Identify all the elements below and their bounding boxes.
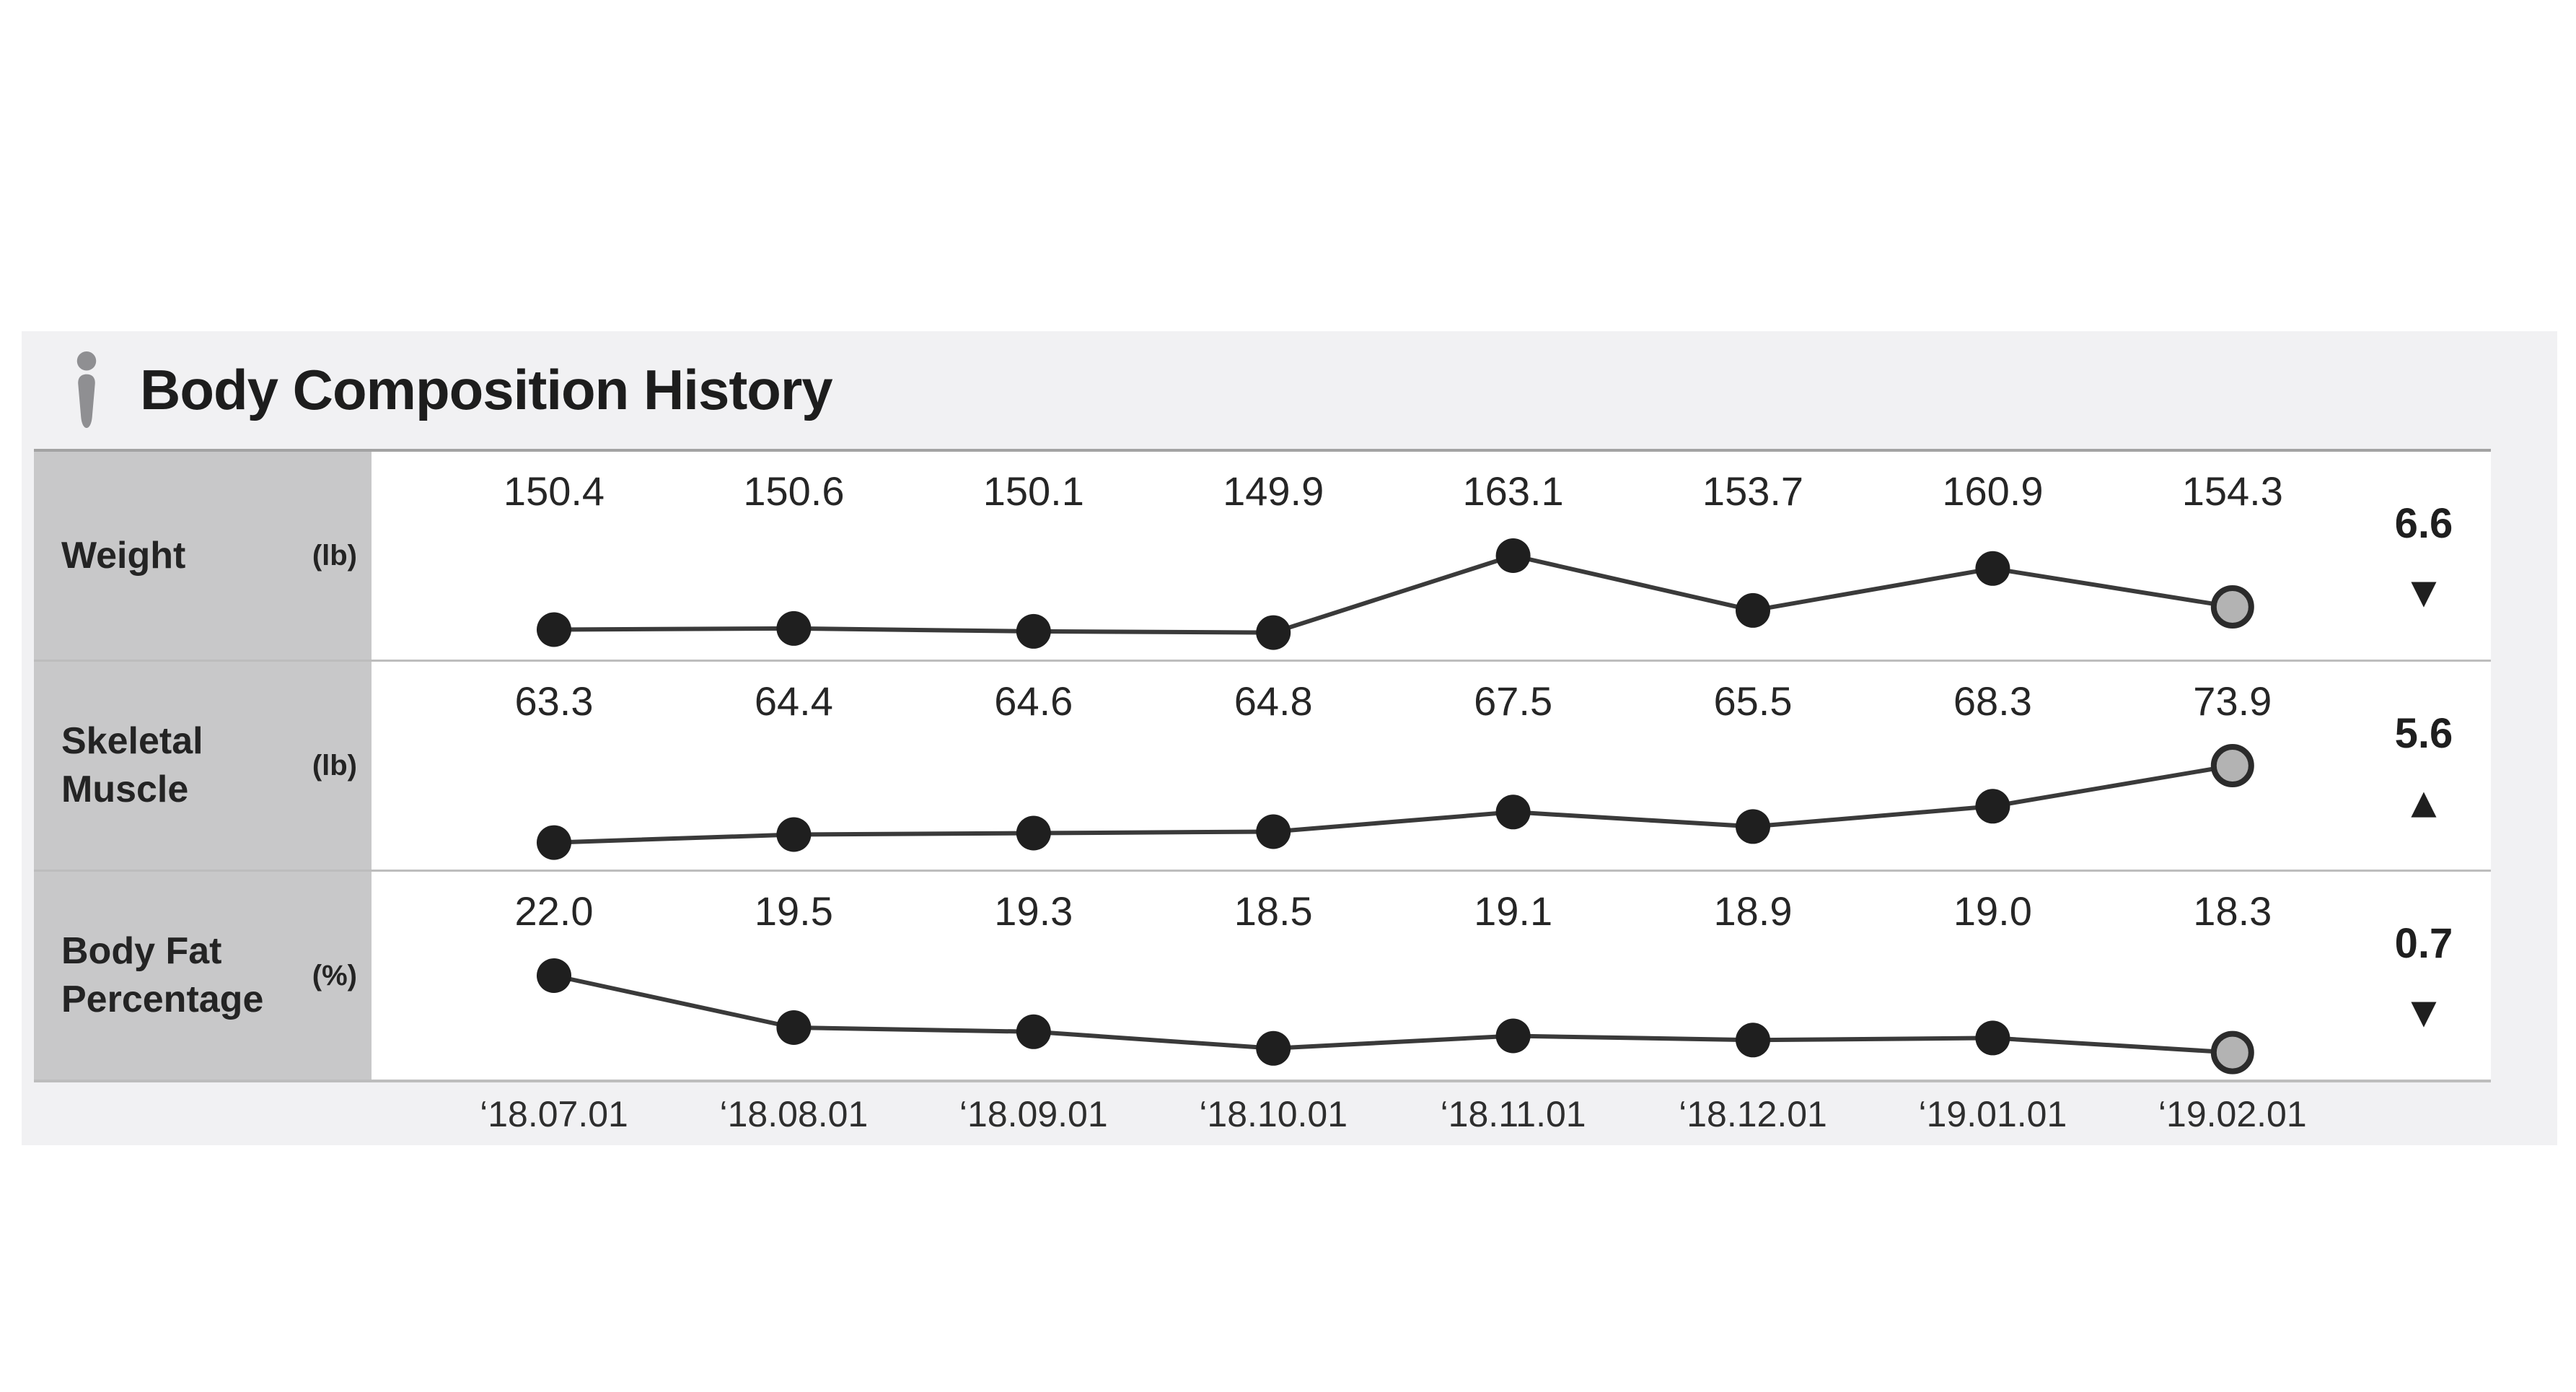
data-point-body-fat-percentage [1016,1014,1051,1049]
data-point-weight [1736,592,1770,628]
metric-chart-weight: 150.4 150.6 150.1 149.9 163.1 153.7 160.9 154.3… [372,452,2491,660]
date-label: ‘18.11.01 [1440,1093,1586,1134]
value-label-skeletal-muscle: 65.5 [1713,678,1793,724]
data-point-body-fat-percentage [1495,1018,1531,1054]
data-point-body-fat-percentage [776,1010,812,1045]
metric-chart-body-fat-percentage: 22.0 19.5 19.3 18.5 19.1 18.9 19.0 18.3 0.7 ▼ [372,872,2491,1080]
value-label-weight: 150.4 [503,468,605,514]
metric-label-cell-weight: Weight (lb) [34,452,372,660]
metric-row-skeletal-muscle: Skeletal Muscle (lb) 63.3 64.4 64.6 64.8 67.5 6… [34,662,2491,872]
data-point-body-fat-percentage [537,958,571,993]
metric-unit: (lb) [312,749,357,782]
change-value: 0.7 [2394,920,2453,967]
data-point-skeletal-muscle [776,817,812,852]
data-point-weight [537,612,571,647]
latest-data-point-skeletal-muscle [2210,744,2254,787]
line-chart-skeletal-muscle [537,744,2254,860]
value-label-weight: 149.9 [1223,468,1324,514]
metric-row-weight: Weight (lb) 150.4 150.6 150.1 149.9 163.1 153.7… [34,452,2491,662]
data-point-weight [1495,538,1531,573]
date-label: ‘18.09.01 [959,1093,1108,1134]
value-label-body-fat-percentage: 19.3 [994,888,1073,934]
metric-unit: (lb) [312,539,357,572]
latest-data-point-body-fat-percentage [2210,1030,2254,1074]
value-label-weight: 150.1 [983,468,1084,514]
data-point-skeletal-muscle [1975,789,2010,824]
panel-header: Body Composition History [22,331,2557,449]
data-point-weight [776,610,812,646]
value-label-weight: 150.6 [743,468,845,514]
metric-name: Skeletal Muscle [61,720,203,810]
change-value: 6.6 [2394,500,2453,547]
latest-data-point-weight [2210,585,2254,629]
value-label-skeletal-muscle: 73.9 [2193,678,2272,724]
change-value: 5.6 [2394,710,2453,757]
value-label-skeletal-muscle: 67.5 [1474,678,1553,724]
value-label-skeletal-muscle: 64.6 [994,678,1073,724]
data-point-skeletal-muscle [537,825,571,860]
data-point-skeletal-muscle [1256,814,1291,849]
panel-title: Body Composition History [140,358,833,421]
history-table: Weight (lb) 150.4 150.6 150.1 149.9 163.1 153.7… [34,449,2491,1082]
date-label: ‘19.01.01 [1918,1093,2067,1134]
line-chart-weight [537,538,2254,650]
value-label-weight: 160.9 [1942,468,2044,514]
metric-label-cell-skeletal-muscle: Skeletal Muscle (lb) [34,662,372,870]
date-label: ‘18.10.01 [1199,1093,1348,1134]
value-label-body-fat-percentage: 22.0 [514,888,594,934]
value-label-body-fat-percentage: 19.5 [754,888,833,934]
data-point-skeletal-muscle [1736,809,1770,844]
date-label: ‘18.07.01 [480,1093,628,1134]
value-label-weight: 154.3 [2181,468,2283,514]
data-point-weight [1975,551,2010,586]
value-label-skeletal-muscle: 63.3 [514,678,594,724]
line-chart-body-fat-percentage [537,958,2254,1074]
value-label-skeletal-muscle: 68.3 [1953,678,2032,724]
value-label-body-fat-percentage: 18.3 [2193,888,2272,934]
data-point-body-fat-percentage [1736,1023,1770,1058]
data-point-skeletal-muscle [1016,815,1051,851]
x-axis-labels: ‘18.07.01 ‘18.08.01 ‘18.09.01 ‘18.10.01 ‘18.… [372,1082,2491,1145]
data-point-skeletal-muscle [1495,795,1531,830]
data-point-weight [1256,615,1291,650]
metric-name: Body Fat Percentage [61,930,264,1020]
person-icon [75,351,98,429]
metric-name: Weight [61,534,186,577]
value-label-weight: 153.7 [1702,468,1804,514]
metric-chart-skeletal-muscle: 63.3 64.4 64.6 64.8 67.5 65.5 68.3 73.9 5.6 ▲ [372,662,2491,870]
value-label-body-fat-percentage: 19.0 [1953,888,2032,934]
date-label: ‘19.02.01 [2158,1093,2307,1134]
change-summary-body-fat-percentage: 0.7 ▼ [2316,872,2532,1080]
value-label-body-fat-percentage: 18.9 [1713,888,1793,934]
value-label-body-fat-percentage: 18.5 [1234,888,1313,934]
data-point-weight [1016,613,1051,649]
value-label-body-fat-percentage: 19.1 [1474,888,1553,934]
value-label-skeletal-muscle: 64.8 [1234,678,1313,724]
change-down-icon: ▼ [2411,572,2437,611]
data-point-body-fat-percentage [1975,1020,2010,1056]
change-summary-weight: 6.6 ▼ [2316,452,2532,660]
metric-unit: (%) [312,959,357,992]
body-composition-panel: Body Composition History Weight (lb) 150.4… [22,331,2557,1145]
metric-label-cell-body-fat-percentage: Body Fat Percentage (%) [34,872,372,1080]
change-down-icon: ▼ [2411,992,2437,1031]
value-label-skeletal-muscle: 64.4 [754,678,833,724]
date-label: ‘18.12.01 [1679,1093,1827,1134]
date-label: ‘18.08.01 [719,1093,869,1134]
data-point-body-fat-percentage [1256,1030,1291,1066]
change-up-icon: ▲ [2411,782,2437,821]
change-summary-skeletal-muscle: 5.6 ▲ [2316,662,2532,870]
value-label-weight: 163.1 [1462,468,1564,514]
metric-row-body-fat-percentage: Body Fat Percentage (%) 22.0 19.5 19.3 18.5 19… [34,872,2491,1080]
